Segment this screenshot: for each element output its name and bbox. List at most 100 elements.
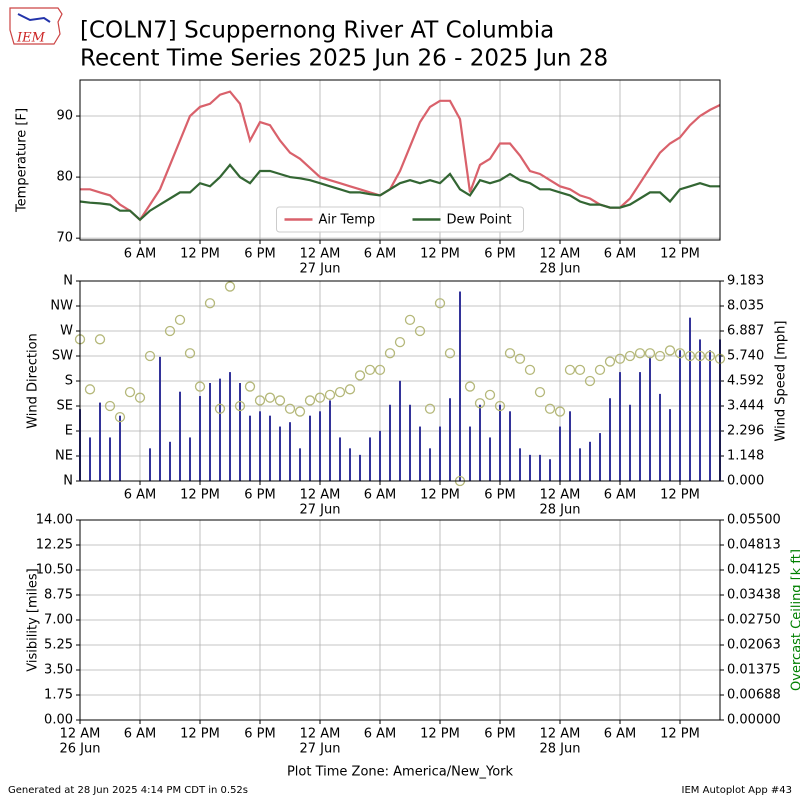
y2-tick-label: 0.000 [727, 474, 764, 489]
line-series [80, 90, 721, 222]
bar [169, 441, 171, 481]
y-tick-label: 8.75 [44, 588, 73, 603]
x-tick-label: 6 AM [364, 247, 397, 262]
scatter-point [554, 406, 566, 417]
bar [319, 411, 321, 481]
scatter-point [124, 386, 136, 398]
bar [339, 437, 341, 481]
scatter-point [584, 375, 596, 387]
bar [599, 433, 601, 481]
scatter-point [304, 395, 316, 406]
scatter-point [134, 392, 146, 403]
plot-frame [79, 519, 721, 721]
scatter-point [84, 384, 96, 395]
scatter-point [144, 350, 156, 362]
x-date-label: 26 Jun [60, 742, 101, 757]
scatter-point [594, 364, 606, 376]
scatter-point [414, 325, 426, 337]
bar [369, 437, 371, 481]
x-tick-label: 12 AM [540, 488, 581, 503]
bar [99, 402, 101, 481]
bar [489, 437, 491, 481]
x-tick-label: 12 AM [300, 247, 341, 262]
bar [639, 372, 641, 481]
scatter-point [264, 392, 276, 403]
bar [659, 393, 661, 481]
scatter-point [504, 348, 516, 359]
scatter-point [404, 314, 416, 326]
chart-subtitle: Recent Time Series 2025 Jun 26 - 2025 Ju… [80, 46, 608, 72]
x-tick-label: 12 PM [660, 727, 700, 742]
scatter-point [324, 389, 336, 401]
scatter-point [104, 400, 116, 412]
scatter-point [704, 350, 716, 362]
y2-tick-label: 0.02063 [727, 638, 781, 653]
y-tick-label: 12.25 [36, 538, 73, 553]
scatter-point [524, 364, 536, 376]
bar [419, 426, 421, 481]
scatter-point [474, 398, 486, 409]
bar [109, 437, 111, 481]
bar [209, 382, 211, 481]
y-tick-label: 0.00 [44, 713, 73, 728]
x-tick-label: 6 AM [124, 488, 157, 503]
bar [229, 372, 231, 481]
x-tick-label: 6 PM [484, 488, 515, 503]
scatter-point [184, 348, 196, 359]
x-date-label: 27 Jun [300, 503, 341, 518]
bar [609, 398, 611, 481]
scatter-point [254, 395, 266, 406]
y2-tick-label: 0.01375 [727, 663, 781, 678]
bar [669, 409, 671, 481]
x-tick-label: 6 AM [604, 727, 637, 742]
x-axis-label: Plot Time Zone: America/New_York [287, 765, 514, 780]
y-tick-label: 5.25 [44, 638, 73, 653]
scatter-point [174, 314, 186, 326]
x-tick-label: 12 AM [540, 247, 581, 262]
bar [399, 380, 401, 481]
y-tick-label: 80 [56, 170, 73, 185]
bar [459, 291, 461, 481]
bar [259, 411, 261, 481]
x-tick-label: 12 AM [300, 488, 341, 503]
bar [379, 430, 381, 481]
bar [689, 317, 691, 481]
y2-tick-label: 2.296 [727, 423, 764, 438]
bar [179, 391, 181, 481]
bar [149, 448, 151, 481]
scatter-point [274, 395, 286, 406]
y-tick-label: 70 [56, 231, 73, 246]
scatter-point [194, 381, 206, 392]
scatter-point [574, 364, 586, 376]
y-tick-label: SE [57, 399, 73, 414]
y-tick-label: E [65, 424, 73, 439]
y2-tick-label: 4.592 [727, 373, 764, 388]
bar [699, 339, 701, 481]
scatter-point [334, 386, 346, 398]
scatter-point [614, 353, 626, 364]
scatter-point [294, 406, 306, 417]
x-tick-label: 6 AM [604, 488, 637, 503]
scatter-point [374, 364, 386, 376]
bar [349, 448, 351, 481]
x-tick-label: 6 PM [244, 247, 275, 262]
bar [409, 404, 411, 481]
scatter-point [224, 281, 236, 292]
scatter-point [214, 403, 226, 414]
bar [709, 350, 711, 481]
y2-tick-label: 9.183 [727, 274, 764, 289]
y-tick-label: S [65, 374, 73, 389]
bar [289, 422, 291, 481]
x-tick-label: 12 AM [300, 727, 341, 742]
y2-axis-label: Overcast Ceiling [k ft] [790, 549, 800, 691]
x-tick-label: 6 PM [484, 727, 515, 742]
bar [199, 396, 201, 481]
y2-tick-label: 0.04125 [727, 563, 781, 578]
bar [579, 448, 581, 481]
y-tick-label: 3.50 [44, 663, 73, 678]
y2-tick-label: 0.03438 [727, 588, 781, 603]
x-tick-label: 6 PM [244, 727, 275, 742]
bar [189, 437, 191, 481]
plot-frame [79, 79, 721, 241]
x-tick-label: 12 PM [420, 488, 460, 503]
